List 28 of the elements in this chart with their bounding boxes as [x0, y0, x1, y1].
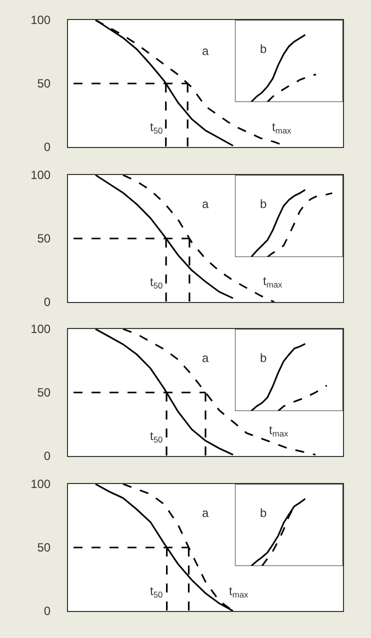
annotation: a	[202, 197, 209, 211]
y-tick-label: 100	[30, 322, 51, 336]
y-tick-label: 50	[37, 540, 51, 555]
y-tick-label: 100	[30, 168, 51, 182]
annotation: t$_{50}$	[150, 120, 163, 136]
annotation: t$_{50}$	[150, 275, 163, 291]
annotation: a	[202, 506, 209, 520]
y-tick-label: 50	[37, 232, 51, 246]
y-tick-label: 100	[30, 477, 51, 492]
annotation: t$_{max}$	[229, 584, 249, 600]
annotation: b	[260, 351, 267, 365]
annotation: a	[202, 351, 209, 365]
y-tick-label: 0	[44, 604, 51, 618]
annotation: t$_{50}$	[150, 584, 163, 600]
annotation: t$_{max}$	[263, 274, 283, 290]
y-tick-label: 0	[44, 295, 51, 310]
y-tick-label: 0	[44, 140, 51, 154]
y-tick-label: 50	[37, 76, 51, 91]
annotation: t$_{max}$	[272, 120, 292, 136]
y-tick-label: 50	[37, 386, 51, 400]
annotation: b	[260, 506, 267, 520]
annotation: t$_{max}$	[269, 423, 289, 439]
y-tick-label: 0	[44, 449, 51, 464]
annotation: a	[202, 44, 209, 58]
annotation: t$_{50}$	[150, 429, 163, 445]
annotation: b	[260, 42, 267, 56]
y-tick-label: 100	[30, 13, 51, 28]
annotation: b	[260, 197, 267, 211]
